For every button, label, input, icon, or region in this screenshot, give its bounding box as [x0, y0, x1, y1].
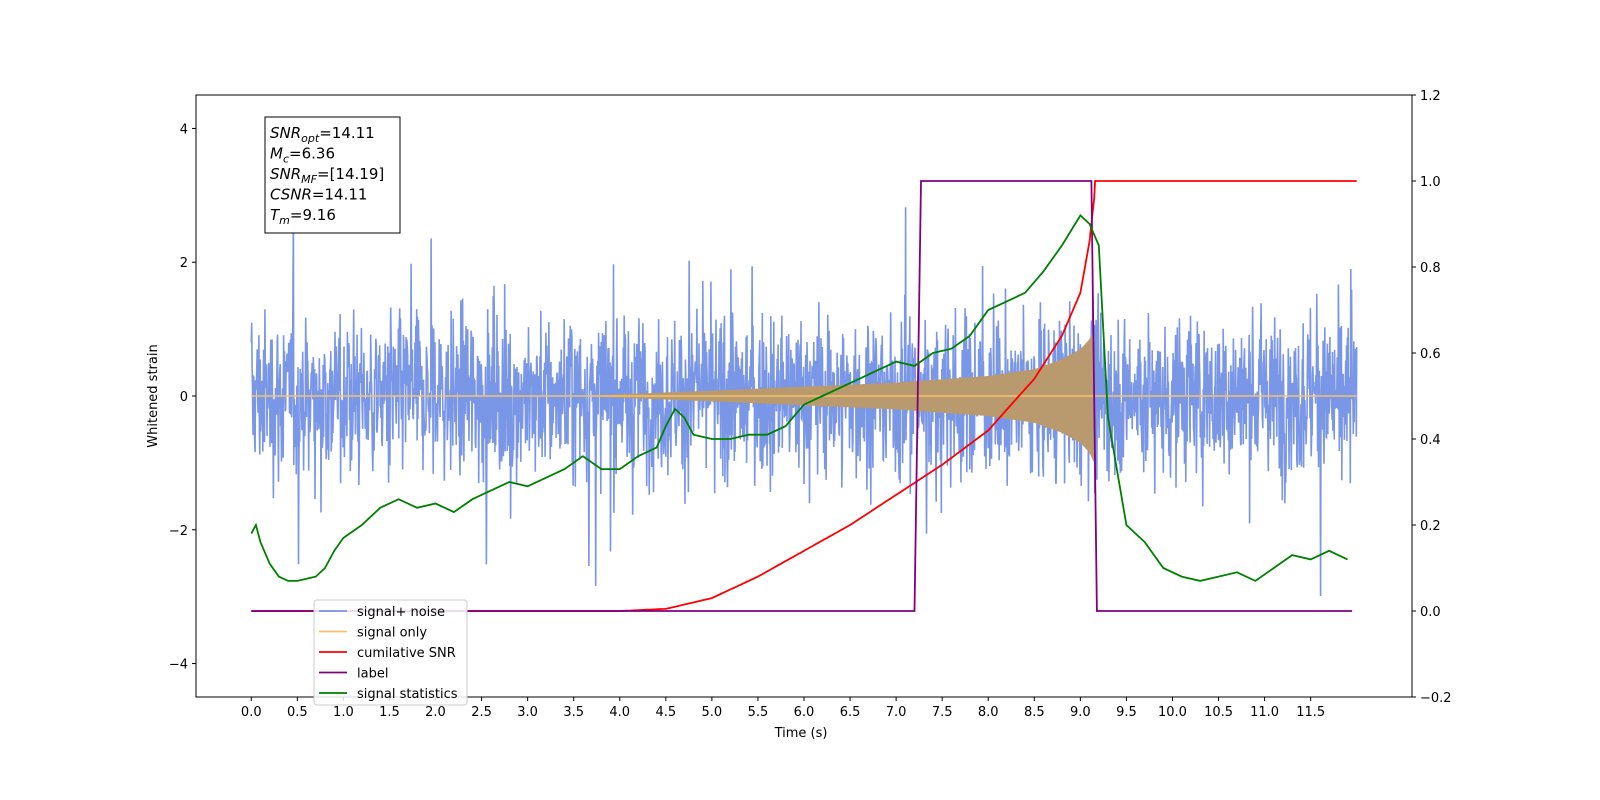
x-tick-label: 10.5 — [1204, 705, 1233, 720]
y-axis-label: Whitened strain — [146, 344, 161, 447]
info-box: SNRopt=14.11Mc=6.36SNRMF=[14.19]CSNR=14.… — [264, 116, 401, 234]
x-tick-label: 2.5 — [471, 705, 492, 720]
series-signal-noise-line — [250, 207, 1358, 597]
x-axis-label: Time (s) — [774, 726, 828, 741]
y-tick-label: −4 — [169, 658, 188, 673]
y2-tick-label: −0.2 — [1420, 691, 1452, 706]
x-tick-label: 0.5 — [287, 705, 308, 720]
legend-entry-label: signal only — [357, 626, 427, 641]
legend-entry-label: signal statistics — [357, 687, 458, 702]
y-tick-label: 0 — [180, 390, 188, 405]
x-tick-label: 11.0 — [1250, 705, 1279, 720]
y2-tick-label: 0.4 — [1420, 433, 1441, 448]
y2-tick-label: 1.2 — [1420, 89, 1441, 104]
x-tick-label: 7.5 — [932, 705, 953, 720]
x-tick-label: 4.5 — [655, 705, 676, 720]
y2-tick-label: 0.6 — [1420, 347, 1441, 362]
x-tick-label: 10.0 — [1158, 705, 1187, 720]
info-box-row: CSNR=14.11 — [270, 186, 367, 204]
x-tick-label: 0.0 — [241, 705, 262, 720]
x-tick-label: 6.0 — [794, 705, 815, 720]
x-tick-label: 2.0 — [425, 705, 446, 720]
legend-entry-label: cumilative SNR — [357, 646, 456, 661]
series-layer — [250, 180, 1358, 612]
x-tick-label: 1.0 — [333, 705, 354, 720]
x-tick-label: 4.0 — [609, 705, 630, 720]
info-box-row: SNRopt=14.11 — [270, 124, 375, 145]
x-tick-label: 7.0 — [886, 705, 907, 720]
y-tick-label: −2 — [169, 524, 188, 539]
ticks-layer: 0.0 0.5 1.0 1.5 2.0 2.5 3.0 3.5 4.0 4.5 5.0 5.5 6.0 6… — [169, 89, 1452, 720]
legend-entry-label: label — [357, 667, 388, 682]
x-tick-label: 8.5 — [1024, 705, 1045, 720]
x-tick-label: 6.5 — [840, 705, 861, 720]
y-tick-label: 4 — [180, 122, 188, 137]
x-tick-label: 11.5 — [1296, 705, 1325, 720]
y2-tick-label: 0.0 — [1420, 605, 1441, 620]
y2-tick-label: 1.0 — [1420, 175, 1441, 190]
y-tick-label: 2 — [180, 256, 188, 271]
legend: signal+ noise signal only cumilative SNR la… — [313, 599, 468, 706]
y2-tick-label: 0.2 — [1420, 519, 1441, 534]
legend-frame — [313, 599, 468, 706]
x-tick-label: 5.5 — [748, 705, 769, 720]
info-box-row: Tm=9.16 — [270, 206, 336, 227]
x-tick-label: 1.5 — [379, 705, 400, 720]
x-tick-label: 9.5 — [1116, 705, 1137, 720]
y2-tick-label: 0.8 — [1420, 261, 1441, 276]
x-tick-label: 5.0 — [702, 705, 723, 720]
legend-entry-label: signal+ noise — [357, 605, 445, 620]
info-box-row: Mc=6.36 — [270, 145, 335, 166]
series-signal-statistics-line — [250, 213, 1348, 582]
x-tick-label: 3.5 — [563, 705, 584, 720]
info-box-frame — [264, 116, 401, 234]
x-tick-label: 9.0 — [1070, 705, 1091, 720]
x-tick-label: 8.0 — [978, 705, 999, 720]
info-box-row: SNRMF=[14.19] — [270, 165, 384, 186]
series-label-line — [251, 180, 1353, 612]
x-tick-label: 3.0 — [517, 705, 538, 720]
